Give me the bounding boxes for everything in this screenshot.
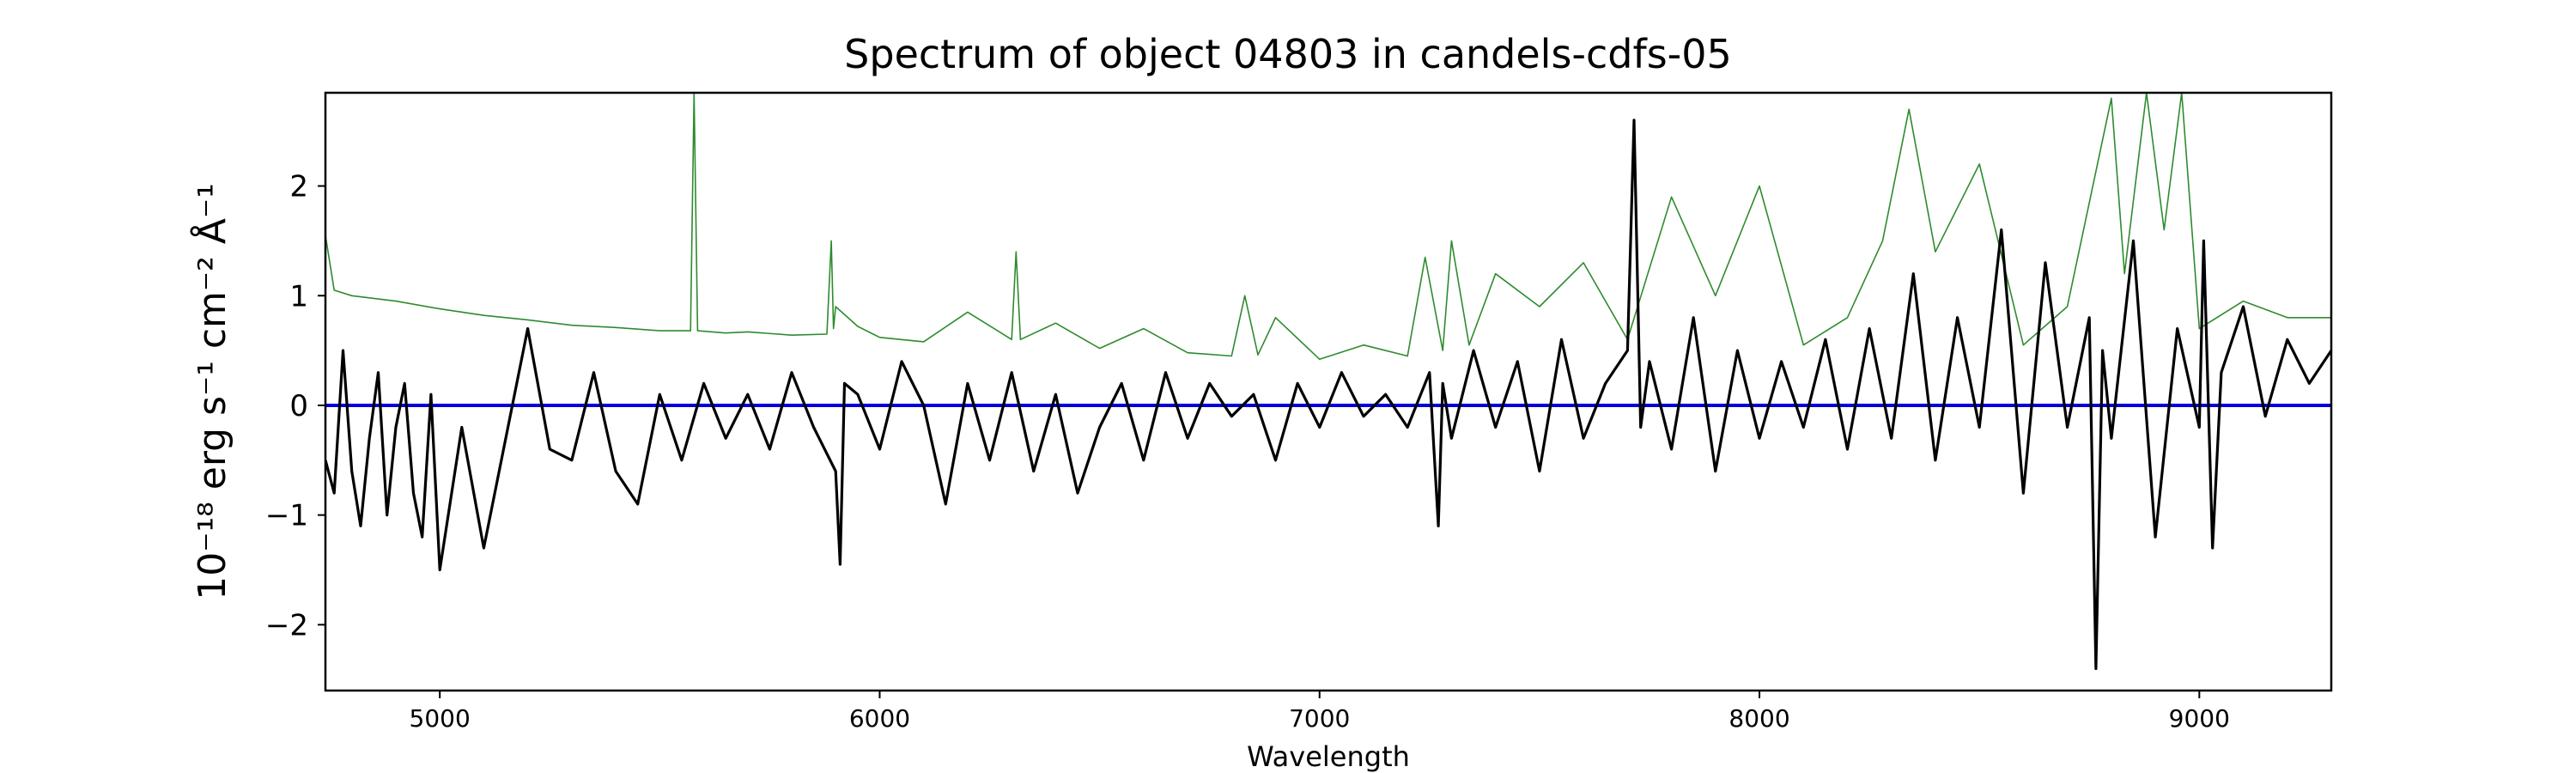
y-tick-label: 1	[289, 279, 308, 313]
chart-title: Spectrum of object 04803 in candels-cdfs…	[844, 31, 1732, 77]
x-tick-label: 8000	[1728, 704, 1789, 733]
series-line-2	[325, 119, 2331, 671]
x-axis-label: Wavelength	[1247, 740, 1410, 773]
y-tick-label: −1	[265, 499, 308, 533]
y-tick-label: 0	[289, 389, 308, 423]
y-tick-label: 2	[289, 170, 308, 204]
plot-area	[325, 93, 2331, 671]
x-tick-label: 6000	[849, 704, 910, 733]
x-tick-label: 9000	[2169, 704, 2230, 733]
y-axis-label: 10⁻¹⁸ erg s⁻¹ cm⁻² Å⁻¹	[189, 183, 234, 600]
x-tick-label: 7000	[1289, 704, 1350, 733]
y-axis: −2 −1 0 1 2	[265, 170, 325, 642]
x-axis: 5000 6000 7000 8000 9000	[410, 691, 2230, 733]
plot-frame	[324, 91, 2333, 692]
y-tick-label: −2	[265, 608, 308, 642]
series-line-0	[325, 93, 2331, 361]
x-tick-label: 5000	[410, 704, 471, 733]
